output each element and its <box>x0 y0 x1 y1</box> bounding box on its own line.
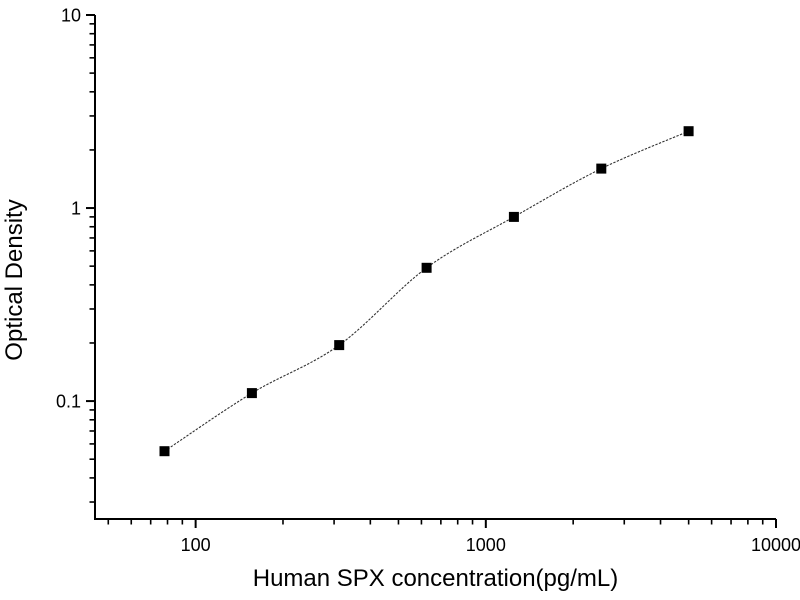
data-point-marker <box>421 262 432 273</box>
x-tick-label: 10000 <box>751 535 800 555</box>
x-tick-label: 100 <box>181 535 211 555</box>
data-point-marker <box>508 211 519 222</box>
data-point-marker <box>596 163 607 174</box>
x-axis-title: Human SPX concentration(pg/mL) <box>252 565 619 592</box>
y-tick-label: 1 <box>71 199 81 219</box>
data-point-marker <box>159 446 170 457</box>
y-tick-label: 0.1 <box>56 392 81 412</box>
data-point-marker <box>683 126 694 137</box>
data-point-marker <box>334 340 345 351</box>
x-tick-label: 1000 <box>466 535 506 555</box>
fitted-curve-line <box>164 130 689 452</box>
y-tick-label: 10 <box>61 6 81 26</box>
data-point-marker <box>246 388 257 399</box>
y-axis-title: Optical Density <box>1 199 28 361</box>
